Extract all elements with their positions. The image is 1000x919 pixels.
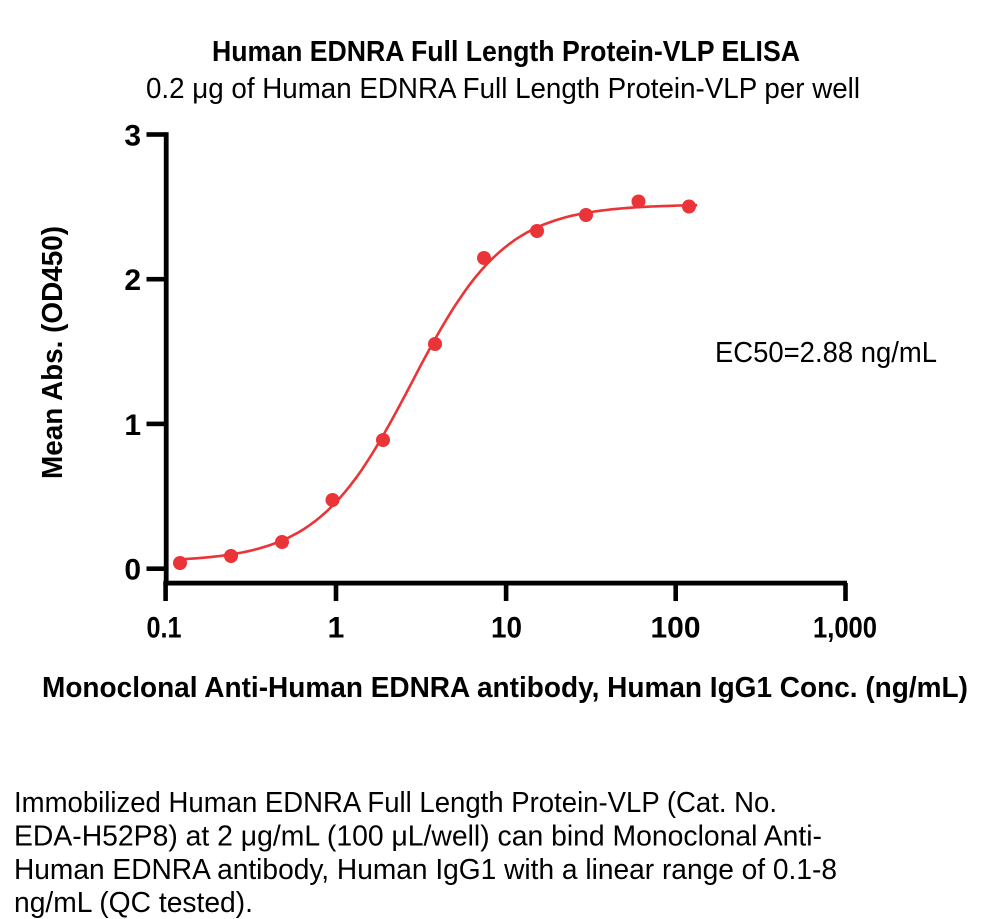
svg-text:ng/mL (QC tested).: ng/mL (QC tested). xyxy=(14,887,253,919)
svg-text:10: 10 xyxy=(491,612,522,645)
svg-text:Human EDNRA antibody, Human Ig: Human EDNRA antibody, Human IgG1 with a … xyxy=(14,854,837,886)
svg-text:1,000: 1,000 xyxy=(813,612,877,645)
svg-text:Mean Abs. (OD450): Mean Abs. (OD450) xyxy=(37,226,69,479)
svg-text:1: 1 xyxy=(124,409,141,442)
svg-text:3: 3 xyxy=(124,120,141,153)
svg-text:Monoclonal Anti-Human EDNRA an: Monoclonal Anti-Human EDNRA antibody, Hu… xyxy=(42,672,968,704)
svg-text:0: 0 xyxy=(124,554,141,587)
svg-text:0.1: 0.1 xyxy=(147,612,182,645)
svg-text:Human EDNRA Full Length Protei: Human EDNRA Full Length Protein-VLP ELIS… xyxy=(212,36,800,68)
svg-text:1: 1 xyxy=(328,612,345,645)
svg-text:0.2 μg of Human EDNRA Full Len: 0.2 μg of Human EDNRA Full Length Protei… xyxy=(146,73,860,105)
svg-text:EDA-H52P8) at 2 μg/mL (100 μL/: EDA-H52P8) at 2 μg/mL (100 μL/well) can … xyxy=(14,821,822,853)
svg-text:2: 2 xyxy=(124,264,141,297)
svg-text:100: 100 xyxy=(651,612,701,645)
svg-text:EC50=2.88 ng/mL: EC50=2.88 ng/mL xyxy=(715,337,937,369)
svg-text:Immobilized Human EDNRA Full L: Immobilized Human EDNRA Full Length Prot… xyxy=(14,787,777,819)
